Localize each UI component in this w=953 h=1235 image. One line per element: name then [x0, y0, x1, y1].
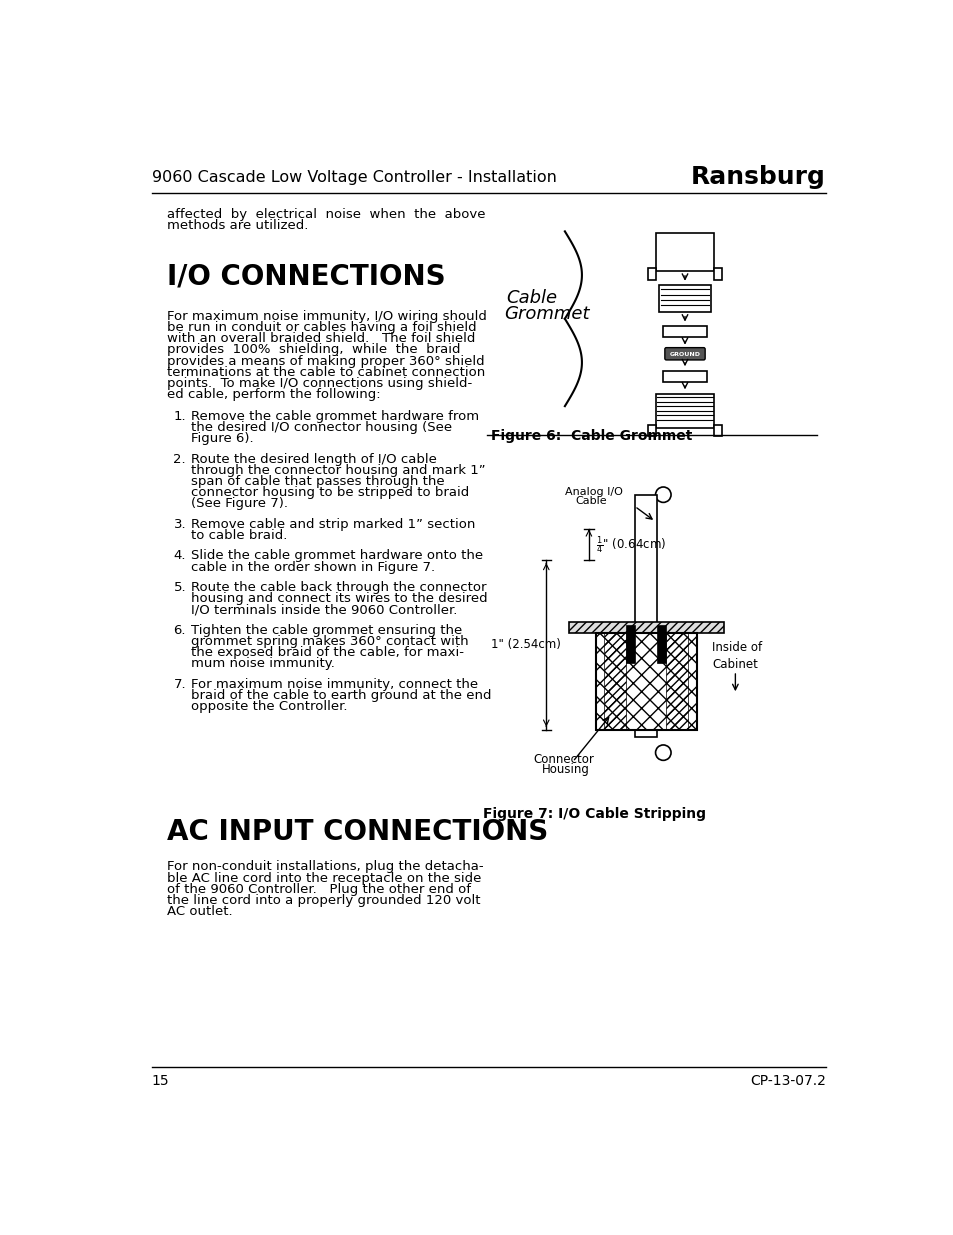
- Text: I/O CONNECTIONS: I/O CONNECTIONS: [167, 262, 445, 290]
- Bar: [655, 233, 714, 272]
- Bar: [714, 268, 721, 280]
- Text: Connector: Connector: [534, 752, 594, 766]
- Text: I/O terminals inside the 9060 Controller.: I/O terminals inside the 9060 Controller…: [191, 603, 456, 616]
- FancyBboxPatch shape: [664, 347, 704, 359]
- Text: 2.: 2.: [173, 453, 186, 466]
- Text: Route the desired length of I/O cable: Route the desired length of I/O cable: [191, 453, 436, 466]
- Text: housing and connect its wires to the desired: housing and connect its wires to the des…: [191, 592, 487, 605]
- Text: Slide the cable grommet hardware onto the: Slide the cable grommet hardware onto th…: [191, 550, 482, 562]
- Text: provides  100%  shielding,  while  the  braid: provides 100% shielding, while the braid: [167, 343, 460, 357]
- Text: with an overall braided shield.   The foil shield: with an overall braided shield. The foil…: [167, 332, 476, 346]
- Text: through the connector housing and mark 1”: through the connector housing and mark 1…: [191, 464, 485, 477]
- Text: 1.: 1.: [173, 410, 186, 424]
- Text: Analog I/O: Analog I/O: [564, 487, 622, 496]
- Text: 3.: 3.: [173, 517, 186, 531]
- Text: of the 9060 Controller.   Plug the other end of: of the 9060 Controller. Plug the other e…: [167, 883, 471, 895]
- Text: Housing: Housing: [541, 763, 589, 777]
- Text: span of cable that passes through the: span of cable that passes through the: [191, 475, 444, 488]
- Text: the exposed braid of the cable, for maxi-: the exposed braid of the cable, for maxi…: [191, 646, 463, 659]
- Text: terminations at the cable to cabinet connection: terminations at the cable to cabinet con…: [167, 366, 485, 379]
- Text: AC INPUT CONNECTIONS: AC INPUT CONNECTIONS: [167, 818, 548, 846]
- Text: Grommet: Grommet: [504, 305, 589, 322]
- Text: affected  by  electrical  noise  when  the  above: affected by electrical noise when the ab…: [167, 209, 485, 221]
- Text: ed cable, perform the following:: ed cable, perform the following:: [167, 388, 380, 401]
- Text: For non-conduit installations, plug the detacha-: For non-conduit installations, plug the …: [167, 861, 483, 873]
- Bar: [568, 621, 723, 632]
- Text: Remove cable and strip marked 1” section: Remove cable and strip marked 1” section: [191, 517, 475, 531]
- Bar: [655, 394, 714, 429]
- Bar: [635, 495, 657, 737]
- Text: methods are utilized.: methods are utilized.: [167, 220, 309, 232]
- Text: CP-13-07.2: CP-13-07.2: [749, 1074, 825, 1088]
- Text: the desired I/O connector housing (See: the desired I/O connector housing (See: [191, 421, 451, 435]
- Text: 4.: 4.: [173, 550, 186, 562]
- Text: Inside of
Cabinet: Inside of Cabinet: [711, 641, 761, 671]
- Text: (See Figure 7).: (See Figure 7).: [191, 498, 287, 510]
- Bar: [662, 370, 706, 382]
- Text: grommet spring makes 360° contact with: grommet spring makes 360° contact with: [191, 635, 468, 648]
- Text: Figure 6:  Cable Grommet: Figure 6: Cable Grommet: [491, 430, 692, 443]
- Bar: [666, 632, 687, 730]
- Text: Tighten the cable grommet ensuring the: Tighten the cable grommet ensuring the: [191, 624, 461, 637]
- Text: $\frac{1}{4}$" (0.64cm): $\frac{1}{4}$" (0.64cm): [596, 534, 665, 556]
- Text: 9060 Cascade Low Voltage Controller - Installation: 9060 Cascade Low Voltage Controller - In…: [152, 170, 557, 185]
- Text: For maximum noise immunity, I/O wiring should: For maximum noise immunity, I/O wiring s…: [167, 310, 487, 322]
- Bar: [657, 625, 666, 663]
- Text: provides a means of making proper 360° shield: provides a means of making proper 360° s…: [167, 354, 484, 368]
- Bar: [625, 625, 635, 663]
- Text: Cable: Cable: [575, 496, 606, 506]
- Text: Figure 7: I/O Cable Stripping: Figure 7: I/O Cable Stripping: [483, 806, 706, 820]
- Bar: [714, 425, 721, 436]
- Text: connector housing to be stripped to braid: connector housing to be stripped to brai…: [191, 487, 468, 499]
- Text: For maximum noise immunity, connect the: For maximum noise immunity, connect the: [191, 678, 477, 690]
- Text: points.  To make I/O connections using shield-: points. To make I/O connections using sh…: [167, 377, 472, 390]
- Text: 1" (2.54cm): 1" (2.54cm): [491, 638, 560, 651]
- Text: the line cord into a properly grounded 120 volt: the line cord into a properly grounded 1…: [167, 894, 480, 906]
- Bar: [659, 285, 710, 312]
- Text: braid of the cable to earth ground at the end: braid of the cable to earth ground at th…: [191, 689, 491, 701]
- Text: opposite the Controller.: opposite the Controller.: [191, 700, 347, 713]
- Text: Remove the cable grommet hardware from: Remove the cable grommet hardware from: [191, 410, 478, 424]
- Text: Ransburg: Ransburg: [691, 165, 825, 189]
- Text: mum noise immunity.: mum noise immunity.: [191, 657, 335, 671]
- Bar: [662, 326, 706, 337]
- Bar: [568, 621, 723, 632]
- Text: 5.: 5.: [173, 580, 186, 594]
- Circle shape: [655, 487, 670, 503]
- Bar: [596, 632, 696, 730]
- Bar: [604, 632, 625, 730]
- Text: Cable: Cable: [506, 289, 558, 308]
- Circle shape: [655, 745, 670, 761]
- Text: Route the cable back through the connector: Route the cable back through the connect…: [191, 580, 485, 594]
- Bar: [647, 425, 655, 436]
- Text: 6.: 6.: [173, 624, 186, 637]
- Text: 7.: 7.: [173, 678, 186, 690]
- Text: 15: 15: [152, 1074, 170, 1088]
- Text: GROUND: GROUND: [669, 352, 700, 357]
- Text: Figure 6).: Figure 6).: [191, 432, 253, 446]
- Text: to cable braid.: to cable braid.: [191, 529, 287, 542]
- Bar: [647, 268, 655, 280]
- Text: AC outlet.: AC outlet.: [167, 905, 233, 918]
- Text: cable in the order shown in Figure 7.: cable in the order shown in Figure 7.: [191, 561, 435, 573]
- Text: be run in conduit or cables having a foil shield: be run in conduit or cables having a foi…: [167, 321, 476, 333]
- Text: ble AC line cord into the receptacle on the side: ble AC line cord into the receptacle on …: [167, 872, 481, 884]
